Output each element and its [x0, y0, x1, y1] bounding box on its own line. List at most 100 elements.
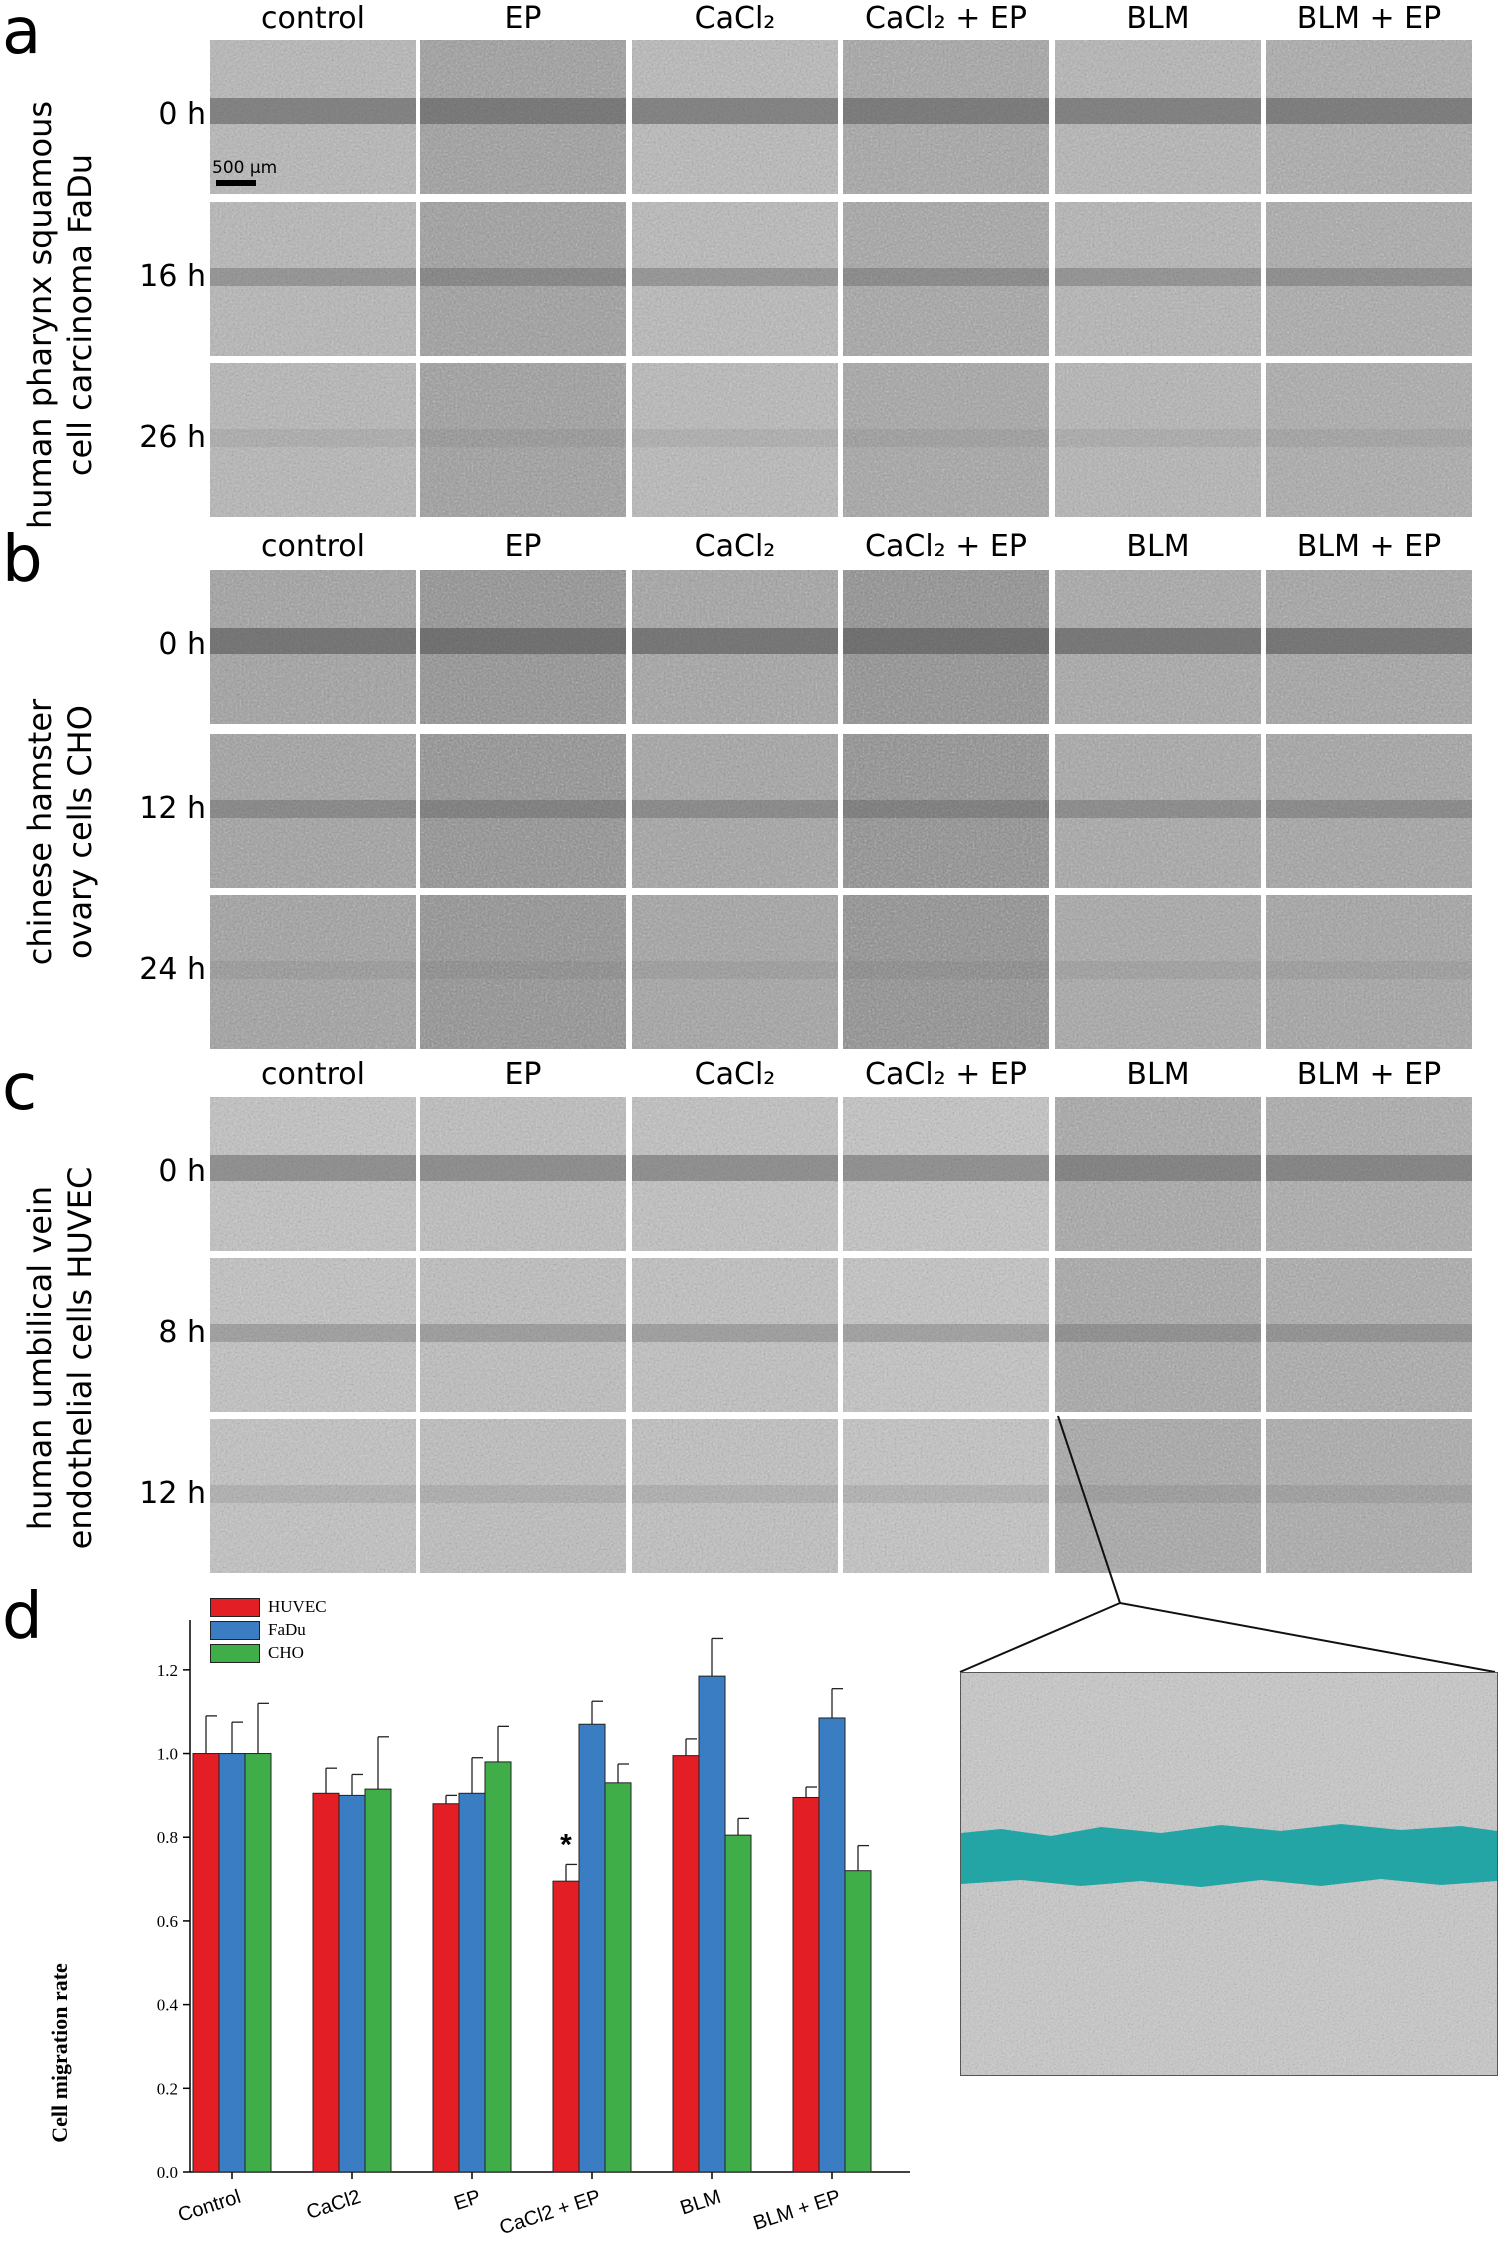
legend-label-fadu: FaDu [268, 1620, 306, 1639]
panel-letter-b: b [2, 523, 43, 597]
bar-fadu [818, 1717, 846, 2173]
x-tick-label: EP [451, 2186, 483, 2215]
timepoint-label: 16 h [139, 259, 206, 294]
micrograph-cell [420, 1097, 626, 1251]
bar-fadu [458, 1792, 486, 2173]
side-label-fadu-line2: cell carcinoma FaDu [61, 153, 99, 477]
scale-bar [216, 180, 256, 186]
micrograph-cell [1055, 1258, 1261, 1412]
micrograph-cell [1055, 1419, 1261, 1573]
column-header: CaCl₂ [694, 1, 776, 36]
timepoint-label: 24 h [139, 952, 206, 987]
significance-marker: * [560, 1828, 572, 1861]
micrograph-cell [420, 734, 626, 888]
column-header: CaCl₂ + EP [865, 1, 1027, 36]
y-tick-label: 0.4 [157, 1996, 179, 2015]
micrograph-cell [843, 1258, 1049, 1412]
zoom-inset-image [960, 1672, 1498, 2076]
micrograph-cell [420, 40, 626, 194]
bar-fadu [338, 1794, 366, 2173]
scale-bar-label: 500 µm [212, 158, 278, 178]
column-header: CaCl₂ + EP [865, 529, 1027, 564]
side-label-fadu: human pharynx squamous cell carcinoma Fa… [20, 75, 100, 555]
micrograph-cell [1055, 1097, 1261, 1251]
bar-huvec [552, 1880, 580, 2173]
micrograph-cell [1266, 202, 1472, 356]
x-tick-label: BLM + EP [751, 2186, 844, 2235]
bar-cho [844, 1870, 872, 2173]
side-label-huvec: human umbilical vein endothelial cells H… [20, 1118, 100, 1598]
legend-swatch-cho [210, 1644, 260, 1663]
micrograph-cell [210, 40, 416, 194]
micrograph-cell [632, 363, 838, 517]
micrograph-cell [843, 734, 1049, 888]
micrograph-cell [420, 895, 626, 1049]
side-label-fadu-line1: human pharynx squamous [21, 100, 59, 530]
chart-y-axis-label: Cell migration rate [46, 1963, 72, 2143]
micrograph-cell [843, 1097, 1049, 1251]
bar-huvec [672, 1755, 700, 2173]
side-label-huvec-line1: human umbilical vein [21, 1185, 59, 1531]
micrograph-cell [843, 40, 1049, 194]
micrograph-cell [1055, 734, 1261, 888]
micrograph-cell [1055, 202, 1261, 356]
micrograph-cell [1055, 570, 1261, 724]
bar-huvec [432, 1803, 460, 2173]
bar-cho [364, 1788, 392, 2173]
column-header: CaCl₂ [694, 529, 776, 564]
micrograph-cell [843, 1419, 1049, 1573]
micrograph-cell [632, 895, 838, 1049]
column-header: CaCl₂ + EP [865, 1057, 1027, 1092]
x-tick-label: CaCl2 + EP [497, 2186, 604, 2239]
side-label-cho-line1: chinese hamster [21, 698, 59, 966]
micrograph-cell [210, 1419, 416, 1573]
legend-swatch-fadu [210, 1621, 260, 1640]
micrograph-cell [632, 202, 838, 356]
y-tick-label: 1.0 [157, 1745, 178, 1764]
legend-label-huvec: HUVEC [268, 1597, 327, 1616]
y-tick-label: 0.6 [157, 1912, 178, 1931]
micrograph-cell [420, 1419, 626, 1573]
column-header: BLM + EP [1296, 1, 1442, 36]
bar-huvec [792, 1796, 820, 2173]
panel-letter-d: d [2, 1580, 43, 1654]
bar-fadu [578, 1723, 606, 2173]
panel-letter-a: a [2, 0, 42, 69]
column-header: CaCl₂ [694, 1057, 776, 1092]
x-tick-label: BLM [678, 2186, 724, 2220]
bar-fadu [218, 1753, 246, 2173]
micrograph-cell [420, 363, 626, 517]
column-header: BLM + EP [1296, 529, 1442, 564]
timepoint-label: 12 h [139, 791, 206, 826]
micrograph-cell [1266, 895, 1472, 1049]
micrograph-cell [210, 734, 416, 888]
micrograph-cell [1266, 1258, 1472, 1412]
x-tick-label: Control [175, 2186, 243, 2227]
column-header: EP [504, 529, 542, 564]
micrograph-cell [843, 363, 1049, 517]
bar-cho [484, 1761, 512, 2173]
timepoint-label: 0 h [158, 1154, 206, 1189]
x-tick-label: CaCl2 [304, 2186, 364, 2224]
column-header: control [261, 529, 365, 564]
micrograph-cell [632, 734, 838, 888]
side-label-cho-line2: ovary cells CHO [61, 705, 99, 959]
column-header: BLM [1126, 1, 1190, 36]
panel-letter-c: c [2, 1051, 38, 1125]
wound-highlight [961, 1824, 1497, 1887]
y-tick-label: 0.2 [157, 2079, 178, 2098]
column-header: EP [504, 1057, 542, 1092]
micrograph-cell [420, 1258, 626, 1412]
y-tick-label: 0.8 [157, 1828, 178, 1847]
timepoint-label: 0 h [158, 97, 206, 132]
bar-huvec [312, 1792, 340, 2173]
micrograph-cell [1266, 40, 1472, 194]
micrograph-cell [1266, 734, 1472, 888]
micrograph-cell [420, 202, 626, 356]
micrograph-cell [210, 1097, 416, 1251]
micrograph-cell [210, 1258, 416, 1412]
micrograph-cell [843, 202, 1049, 356]
micrograph-cell [632, 1097, 838, 1251]
bar-huvec [192, 1753, 220, 2173]
bar-cho [724, 1834, 752, 2173]
